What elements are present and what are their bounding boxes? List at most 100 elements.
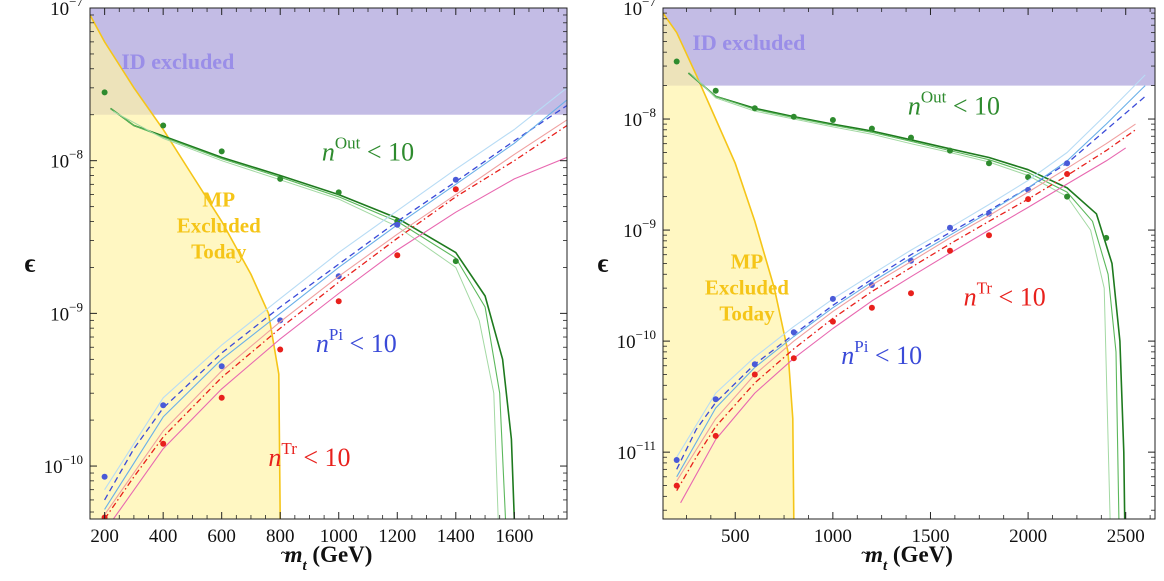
plot-frame [89, 7, 568, 520]
series-out-point-2 [712, 87, 719, 94]
y-tick-label: 10−7 [50, 0, 83, 20]
y-tick-mantissa: 10 [623, 110, 642, 131]
series-pi-point-4 [790, 329, 797, 336]
series-tr-point-7 [908, 290, 914, 297]
series-label-sup: Out [921, 87, 947, 106]
series-pi-curve-3 [104, 87, 567, 490]
y-tick-label: 10−9 [50, 299, 83, 325]
x-axis-subscript: t [302, 558, 307, 574]
series-out-curve-3 [691, 74, 1111, 519]
y-tick-mantissa: 10 [617, 332, 636, 353]
y-tick-exponent: −10 [63, 452, 83, 467]
series-out-point-2 [160, 122, 167, 129]
series-label-base: n [322, 138, 335, 167]
series-label-suffix: < 10 [360, 138, 414, 167]
x-axis-subscript: t [883, 558, 888, 574]
x-axis-tilde: ~ [281, 546, 289, 561]
series-tr-label: nTr < 10 [964, 278, 1046, 311]
mp-excluded-label-line-2: Excluded [177, 214, 261, 238]
series-tr-point-5 [335, 298, 342, 305]
y-tick-exponent: −8 [642, 105, 656, 120]
id-excluded-region [663, 8, 1155, 86]
series-out-point-3 [218, 148, 225, 155]
y-tick-exponent: −10 [636, 327, 656, 342]
mp-excluded-label-line-3: Today [719, 302, 775, 326]
series-pi-curve-2 [104, 99, 567, 510]
mp-excluded-label-line-3: Today [191, 240, 247, 264]
x-axis-tilde: ~ [861, 546, 869, 561]
series-pi-point-11 [1064, 160, 1071, 167]
series-out-point-11 [1064, 193, 1071, 200]
series-out-point-4 [277, 175, 284, 182]
plot-area [90, 8, 567, 519]
series-out-label: nOut < 10 [908, 87, 1000, 120]
series-pi-point-7 [452, 176, 459, 183]
y-tick-mantissa: 10 [617, 443, 636, 464]
series-label-base: n [964, 282, 977, 311]
series-out-point-4 [790, 113, 797, 120]
series-tr-curve-1 [676, 129, 1136, 492]
y-tick-label: 10−8 [50, 147, 83, 173]
series-tr-point-9 [986, 232, 992, 239]
y-tick-mantissa: 10 [44, 457, 63, 478]
series-out-point-9 [986, 160, 992, 167]
series-label-sup: Tr [977, 278, 993, 297]
y-tick-exponent: −11 [636, 438, 656, 453]
series-tr-point-5 [829, 318, 836, 325]
y-tick-exponent: −8 [69, 147, 83, 162]
x-axis-title: mt (GeV) [285, 542, 373, 574]
series-tr-point-2 [712, 432, 719, 439]
series-pi-point-4 [277, 317, 284, 324]
series-out-point-12 [1103, 234, 1110, 241]
series-pi-point-3 [751, 361, 758, 368]
x-tick-label: 1200 [378, 526, 416, 547]
series-out-point-3 [751, 105, 758, 112]
series-label-base: n [268, 443, 281, 472]
mp-excluded-region [90, 15, 281, 519]
plot-area [663, 8, 1155, 519]
y-tick-label: 10−9 [623, 216, 656, 242]
x-tick-label: 1500 [911, 526, 949, 547]
series-tr-point-2 [160, 440, 167, 447]
series-tr-point-10 [1025, 196, 1032, 203]
series-label-suffix: < 10 [992, 282, 1046, 311]
series-tr-label: nTr < 10 [268, 439, 350, 472]
x-tick-label: 800 [266, 526, 295, 547]
mp-excluded-label-line-1: MP [202, 188, 235, 212]
x-tick-label: 600 [207, 526, 236, 547]
y-axis-title: ϵ [598, 249, 609, 278]
series-tr-point-3 [218, 394, 225, 401]
y-axis-title: ϵ [25, 249, 36, 278]
x-tick-label: 2500 [1107, 526, 1145, 547]
series-pi-curve-1 [104, 104, 567, 501]
series-tr-point-4 [790, 355, 797, 362]
y-tick-label: 10−11 [617, 438, 656, 464]
y-tick-mantissa: 10 [50, 0, 69, 20]
series-tr-point-4 [277, 346, 284, 353]
mp-excluded-label-line-2: Excluded [705, 276, 789, 300]
series-label-suffix: < 10 [343, 329, 397, 358]
series-pi-curve-3 [676, 74, 1146, 458]
series-tr-curve-3 [112, 156, 567, 519]
series-pi-point-5 [829, 295, 836, 302]
series-out-point-6 [868, 125, 875, 132]
x-axis-unit: (GeV) [307, 542, 373, 567]
y-tick-mantissa: 10 [623, 221, 642, 242]
x-axis-title: mt (GeV) [865, 542, 953, 574]
series-pi-curve-1 [676, 95, 1146, 470]
series-pi-point-6 [394, 221, 401, 228]
mp-excluded-region [663, 13, 794, 519]
y-tick-mantissa: 10 [623, 0, 642, 20]
y-tick-exponent: −9 [642, 216, 656, 231]
series-label-suffix: < 10 [868, 341, 922, 370]
series-out-curve-1 [110, 107, 516, 519]
series-out-point-7 [452, 258, 459, 265]
x-tick-label: 1400 [437, 526, 475, 547]
chart-panel-1: 200 400 600 800 1000 1200 1400 160010−1010−910−… [25, 0, 568, 574]
x-tick-label: 500 [721, 526, 750, 547]
y-tick-exponent: −7 [642, 0, 656, 9]
series-out-curve-3 [113, 111, 499, 519]
series-label-suffix: < 10 [297, 443, 351, 472]
